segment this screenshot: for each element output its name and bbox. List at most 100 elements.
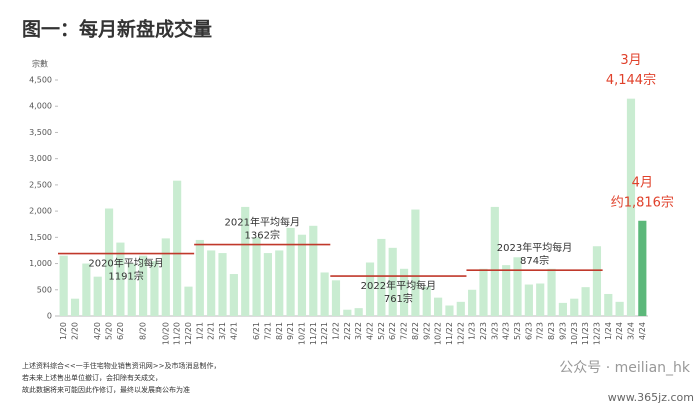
x-tick-label: 8/21: [275, 322, 284, 340]
y-tick-label: 2,000: [29, 207, 52, 216]
x-tick-label: 7/21: [263, 322, 272, 340]
y-tick-label: 0: [47, 312, 52, 321]
average-value-label: 1191宗: [108, 270, 143, 283]
site-label: www.365jz.com: [608, 391, 694, 404]
bar: [116, 242, 125, 316]
x-tick-label: 5/22: [377, 322, 386, 340]
bar: [536, 283, 545, 316]
average-value-label: 1362宗: [245, 229, 280, 242]
bar: [604, 293, 613, 316]
bar: [150, 260, 159, 316]
x-tick-label: 11/22: [445, 322, 454, 345]
y-tick-label: 500: [37, 285, 52, 294]
average-label: 2021年平均每月: [225, 216, 300, 229]
y-tick-label: 4,000: [29, 102, 52, 111]
x-tick-label: 10/22: [434, 322, 443, 345]
x-tick-label: 4/21: [229, 322, 238, 340]
bar: [320, 272, 329, 316]
chart-title: 图一：每月新盘成交量: [22, 18, 212, 41]
x-tick-label: 7/23: [536, 322, 545, 340]
y-tick-label: 1,500: [29, 233, 52, 242]
x-tick-label: 8/22: [411, 322, 420, 340]
x-tick-label: 3/21: [218, 322, 227, 340]
x-tick-label: 4/22: [366, 322, 375, 340]
value-title: 4月: [632, 175, 653, 190]
bar: [524, 284, 533, 316]
bar: [365, 262, 375, 316]
bar: [184, 286, 193, 316]
bar: [456, 301, 465, 316]
bar: [377, 238, 386, 316]
x-tick-label: 7/22: [400, 322, 409, 340]
bar: [354, 308, 363, 316]
x-tick-label: 12/21: [320, 322, 329, 345]
x-tick-label: 12/23: [592, 322, 601, 345]
x-tick-label: 2/20: [71, 322, 80, 340]
x-tick-label: 1/22: [331, 322, 340, 340]
bar: [445, 305, 454, 316]
bar: [570, 298, 579, 316]
x-tick-label: 9/22: [422, 322, 431, 340]
bar: [547, 268, 556, 316]
bar: [195, 239, 204, 316]
bar: [93, 276, 102, 316]
footnote: 故此数据将来可能因此作修订，最终以发展商公布为准: [22, 385, 190, 394]
bar: [241, 206, 250, 316]
x-tick-label: 2/23: [479, 322, 488, 340]
bar: [434, 297, 443, 316]
average-label: 2020年平均每月: [88, 257, 163, 270]
y-axis-label: 宗數: [32, 59, 48, 69]
x-tick-label: 6/20: [116, 322, 125, 340]
x-tick-label: 1/21: [195, 322, 204, 340]
bar: [207, 250, 216, 316]
watermark: 公众号 · meilian_hk: [559, 360, 691, 376]
x-tick-label: 1/24: [604, 322, 613, 340]
bar: [229, 274, 238, 316]
x-tick-label: 10/23: [570, 322, 579, 345]
bar: [592, 246, 602, 316]
x-tick-label: 12/20: [184, 322, 193, 345]
bar: [127, 263, 136, 316]
average-value-label: 874宗: [520, 254, 549, 267]
bar: [70, 298, 80, 316]
bar: [581, 287, 590, 316]
x-tick-label: 9/21: [286, 322, 295, 340]
bar: [252, 237, 261, 316]
bar: [104, 208, 114, 316]
bar: [286, 227, 295, 316]
bar: [502, 265, 511, 316]
x-tick-label: 1/20: [59, 322, 68, 340]
x-tick-label: 3/22: [354, 322, 363, 340]
average-label: 2023年平均每月: [497, 241, 572, 254]
average-value-label: 761宗: [384, 292, 413, 305]
y-tick-label: 1,000: [29, 259, 52, 268]
bar: [82, 263, 91, 316]
bar: [59, 255, 68, 316]
bar: [343, 309, 352, 316]
x-tick-label: 11/21: [309, 322, 318, 345]
bar: [626, 98, 636, 316]
bar: [331, 280, 341, 316]
bar: [615, 301, 624, 316]
x-tick-label: 2/24: [615, 322, 624, 340]
x-tick-label: 4/24: [638, 322, 647, 340]
x-tick-label: 9/23: [558, 322, 567, 340]
x-tick-label: 10/21: [297, 322, 306, 345]
x-tick-label: 5/20: [105, 322, 114, 340]
x-tick-label: 11/20: [173, 322, 182, 345]
average-label: 2022年平均每月: [361, 279, 436, 292]
x-tick-label: 6/21: [252, 322, 261, 340]
x-tick-label: 10/20: [161, 322, 170, 345]
x-tick-label: 12/22: [456, 322, 465, 345]
x-tick-label: 5/23: [513, 322, 522, 340]
bar: [297, 234, 307, 316]
bar: [388, 247, 397, 316]
value-label: 4,144宗: [606, 72, 656, 88]
bar: [309, 225, 318, 316]
y-tick-label: 3,500: [29, 128, 52, 137]
bar: [399, 268, 409, 316]
bar: [490, 206, 499, 316]
bar: [218, 253, 227, 316]
x-tick-label: 1/23: [468, 322, 477, 340]
